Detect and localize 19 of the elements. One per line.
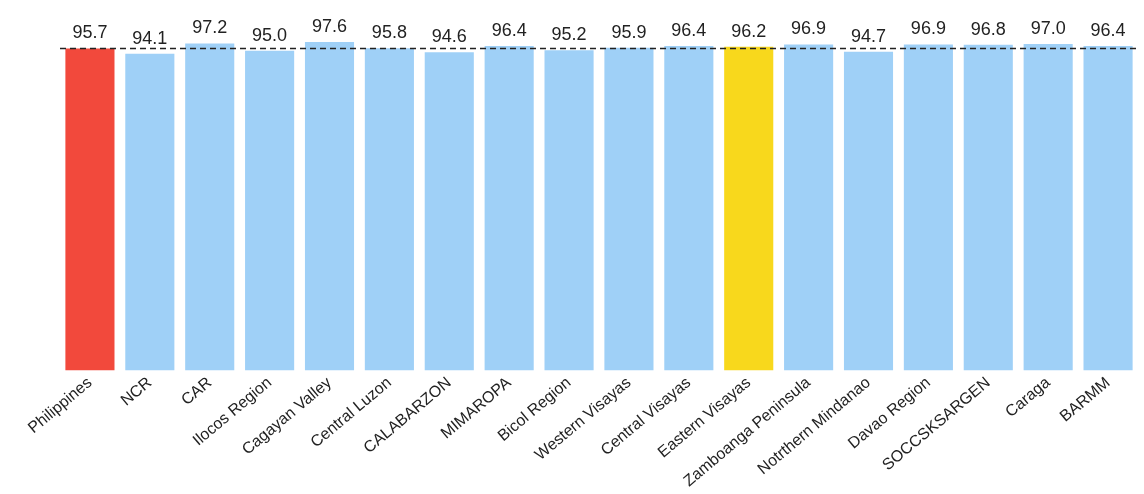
data-label: 96.9: [791, 18, 827, 39]
data-label: 95.7: [72, 22, 108, 43]
data-label: 95.2: [551, 24, 587, 45]
data-label: 96.4: [1090, 20, 1126, 41]
data-label: 95.8: [371, 22, 407, 43]
data-label: 94.6: [431, 26, 467, 47]
data-label: 96.9: [910, 18, 946, 39]
data-label: 97.0: [1030, 18, 1066, 39]
data-label: 97.6: [311, 16, 348, 37]
data-label: 95.0: [252, 24, 288, 45]
data-label: 96.8: [970, 18, 1006, 39]
data-label: 94.7: [850, 25, 887, 46]
data-label: 95.9: [611, 21, 647, 42]
x-tick-label: CAR: [177, 373, 215, 409]
data-label: 94.1: [132, 27, 168, 48]
data-label: 96.4: [491, 20, 527, 41]
data-label: 97.2: [192, 17, 228, 38]
data-label: 96.4: [671, 20, 707, 41]
data-label: 96.2: [731, 20, 767, 41]
